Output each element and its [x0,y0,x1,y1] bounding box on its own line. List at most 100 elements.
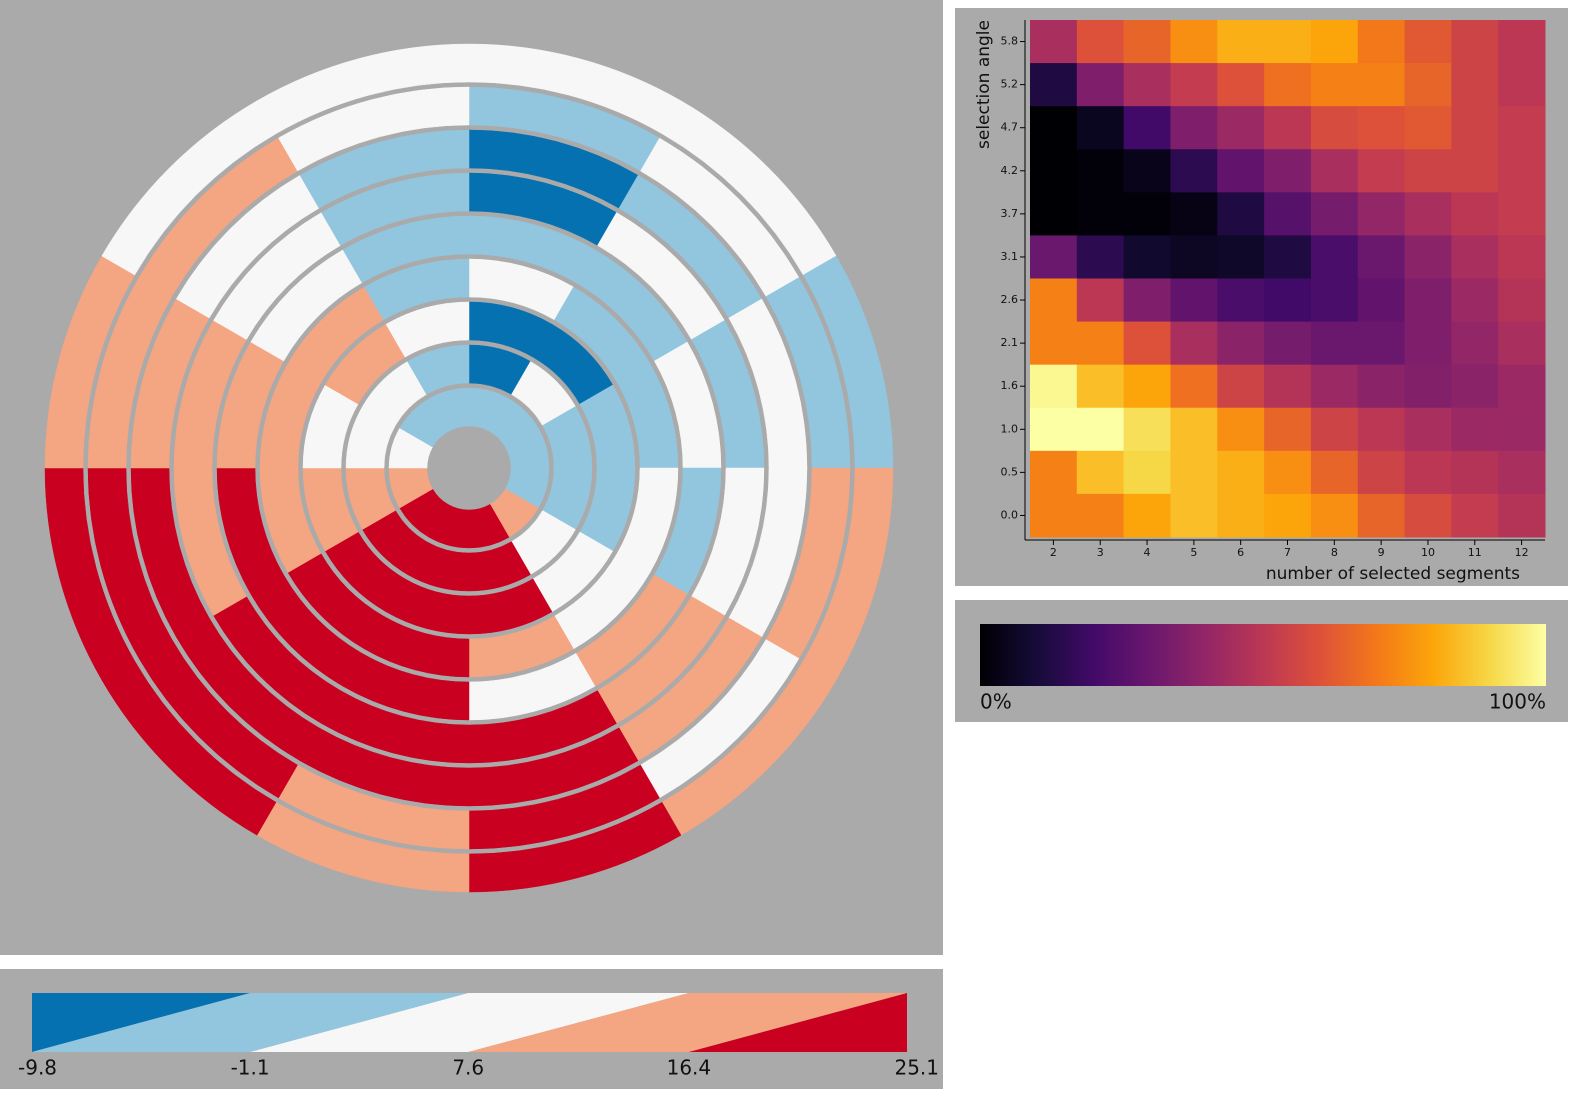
heatmap-cell [1170,321,1218,366]
heatmap-cell [1357,63,1406,107]
heatmap-cell [1357,407,1406,452]
heatmap-cell [1170,149,1218,193]
heatmap-cell [1498,235,1546,279]
heatmap-cell [1498,278,1546,323]
ring-segment [364,258,470,321]
x-tick-label: 12 [1515,546,1529,559]
y-tick-label: 5.2 [1001,78,1019,91]
heatmap-cell [1030,407,1078,452]
heatmap-cell [1310,192,1359,236]
heatmap-cell [1076,106,1125,150]
heatmap-cell [1310,63,1359,107]
heatmap-cell [1357,321,1406,366]
colorbar-tick-label: 0% [980,690,1012,714]
legend-tick-label: 7.6 [452,1056,484,1080]
heatmap-cell [1264,407,1312,452]
heatmap-cell [1264,321,1312,366]
legend-swatch [250,993,689,1052]
heatmap-cell [1498,106,1546,150]
heatmap-cell [1264,149,1312,193]
heatmap-cell [1404,149,1452,193]
heatmap-cell [1357,364,1406,409]
heatmap-cell [1030,321,1078,366]
heatmap-cell [1030,20,1078,64]
heatmap-cell [1030,235,1078,279]
x-tick-label: 3 [1097,546,1104,559]
heatmap-cell [1076,20,1125,64]
heatmap-cell [1076,63,1125,107]
heatmap-cell [1451,192,1499,236]
heatmap-cell [1076,407,1125,452]
heatmap-cell [1404,407,1452,452]
legend-swatch [32,993,469,1052]
legend-swatch [688,993,907,1052]
heatmap-cell [1217,192,1265,236]
heatmap-cell [1264,364,1312,409]
heatmap-cell [1030,450,1078,495]
heatmap-cell [1030,493,1078,538]
heatmap-cell [1404,321,1452,366]
heatmap-cell [1123,364,1171,409]
colorbar-tick-label: 100% [1489,690,1546,714]
heatmap-cell [1217,149,1265,193]
heatmap-cell [1170,20,1218,64]
x-axis-title: number of selected segments [1266,564,1520,584]
heatmap-cell [1264,278,1312,323]
y-tick-label: 4.7 [1001,121,1019,134]
y-tick-label: 1.0 [1001,422,1019,435]
heatmap-cell [1451,149,1499,193]
heatmap-cell [1357,20,1406,64]
heatmap-cell [1357,278,1406,323]
y-tick-label: 3.1 [1001,250,1019,263]
legend-tick-label: -1.1 [231,1056,270,1080]
heatmap-cell [1310,321,1359,366]
heatmap-cell [1170,63,1218,107]
heatmap-cell [1404,192,1452,236]
legend-swatch [468,993,907,1052]
heatmap-cell [1030,63,1078,107]
heatmap-cell [1123,278,1171,323]
heatmap-cell [1076,321,1125,366]
x-tick-label: 2 [1050,546,1057,559]
y-axis-title: selection angle [974,20,994,149]
heatmap-cell [1451,278,1499,323]
y-tick-label: 0.5 [1001,465,1019,478]
heatmap-cell [1123,450,1171,495]
ring-segment [278,86,470,172]
ring-segment [385,301,470,358]
heatmap-cell [1217,321,1265,366]
heatmap-cell [1217,278,1265,323]
heatmap-cell [1357,106,1406,150]
heatmap-cell [1217,364,1265,409]
heatmap-cell [1451,235,1499,279]
heatmap-cell [1310,493,1359,538]
y-tick-label: 2.6 [1001,293,1019,306]
x-tick-label: 8 [1331,546,1338,559]
ring-segment [256,43,470,135]
heatmap-cell [1264,20,1312,64]
x-tick-label: 9 [1378,546,1385,559]
heatmap-cell [1498,321,1546,366]
heatmap-cell [1264,493,1312,538]
legend-tick-label: 16.4 [667,1056,712,1080]
heatmap-cell [1123,192,1171,236]
y-tick-label: 5.8 [1001,35,1019,48]
heatmap-cell [1170,192,1218,236]
heatmap-cell [1170,364,1218,409]
heatmap-cell [1310,450,1359,495]
ring-segment [342,215,470,284]
heatmap-cell [1123,235,1171,279]
heatmap-cell [1264,106,1312,150]
heatmap-cell [1170,493,1218,538]
x-tick-label: 6 [1237,546,1244,559]
heatmap-cell [1451,407,1499,452]
heatmap-cell [1498,192,1546,236]
heatmap-cell [1310,106,1359,150]
heatmap-cell [1123,20,1171,64]
heatmap-cell [1498,20,1546,64]
heatmap-cell [1076,450,1125,495]
heatmap-cell [1357,149,1406,193]
heatmap-cell [1170,450,1218,495]
